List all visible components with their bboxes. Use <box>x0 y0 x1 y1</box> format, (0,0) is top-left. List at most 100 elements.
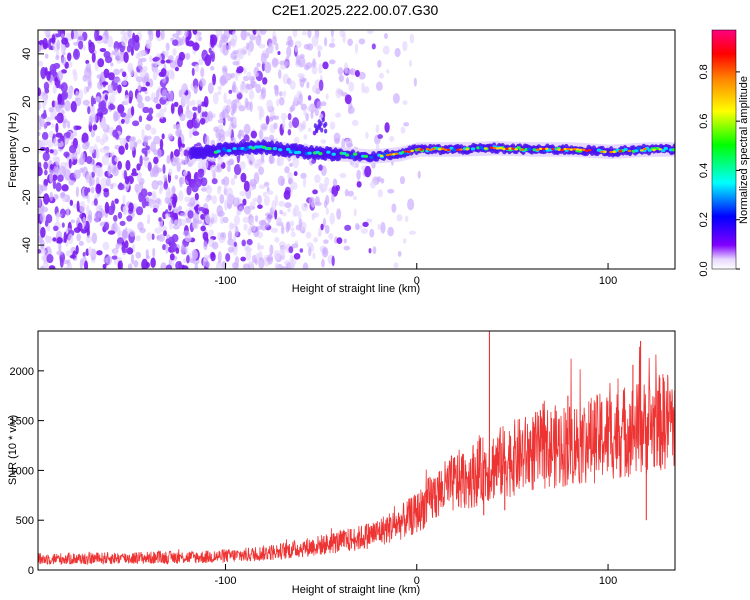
spectrogram-noise-blob <box>230 72 236 79</box>
spectrogram-noise-blob <box>114 48 120 59</box>
spectrogram-noise-blob <box>266 190 274 196</box>
snr-x-tick-label: 0 <box>414 575 420 587</box>
spectrogram-noise-blob <box>186 254 190 264</box>
spectrogram-noise-blob <box>144 151 148 157</box>
spectrogram-noise-blob <box>313 237 319 243</box>
spectrogram-noise-blob <box>172 39 179 47</box>
spectrogram-noise-blob <box>347 106 355 114</box>
spectrogram-noise-blob <box>56 250 64 256</box>
spectrogram-noise-blob <box>290 231 296 238</box>
spectrogram-noise-blob <box>198 207 206 212</box>
spectrogram-noise-blob <box>328 42 336 48</box>
spectrogram-noise-blob <box>55 122 59 133</box>
spectrogram-noise-blob <box>320 223 324 231</box>
signal-hot <box>541 147 546 151</box>
spectrogram-noise-blob <box>291 263 296 268</box>
spectrogram-noise-blob <box>192 131 200 136</box>
spectrogram-noise-blob <box>246 238 253 246</box>
spectrogram-noise-blob <box>91 52 96 63</box>
spectrogram-noise-blob <box>103 188 109 193</box>
spectrogram-noise-blob <box>57 174 64 183</box>
spectrogram-noise-blob <box>300 172 307 179</box>
spectrogram-noise-blob <box>112 166 119 177</box>
spectrogram-noise-blob <box>100 177 108 189</box>
spectrogram-noise-blob <box>243 134 250 143</box>
spectrogram-noise-blob <box>225 104 231 114</box>
spectrogram-noise-blob <box>44 235 52 242</box>
spectrogram-noise-blob <box>231 33 238 44</box>
spectrogram-noise-blob <box>253 163 260 169</box>
signal-hot <box>407 150 411 154</box>
spectrogram-y-tick-label: -40 <box>21 237 33 253</box>
snr-series-line <box>38 346 675 566</box>
spectrogram-noise-blob <box>311 85 317 93</box>
signal-mid <box>636 146 642 151</box>
snr-x-label: Height of straight line (km) <box>292 584 420 596</box>
spectrogram-noise-blob <box>383 32 388 39</box>
spectrogram-noise-blob <box>336 237 343 244</box>
spectrogram-noise-blob <box>42 260 48 269</box>
spectrogram-noise-blob <box>94 211 100 224</box>
spectrogram-noise-blob <box>404 215 409 223</box>
spectrogram-noise-blob <box>108 104 116 111</box>
spectrogram-noise-blob <box>92 124 98 131</box>
spectrogram-noise-blob <box>155 89 160 100</box>
spectrogram-noise-blob <box>95 183 102 195</box>
spectrogram-noise-blob <box>63 151 70 158</box>
signal-hot <box>639 149 644 152</box>
spectrogram-noise-blob <box>258 43 266 49</box>
spectrogram-noise-blob <box>354 43 359 54</box>
spectrogram-noise-blob <box>258 129 264 141</box>
spectrogram-noise-blob <box>212 73 216 86</box>
spectrogram-noise-blob <box>169 253 175 261</box>
spectrogram-noise-blob <box>299 75 304 80</box>
spectrogram-noise-blob <box>393 262 399 269</box>
signal-hot <box>440 147 445 151</box>
spectrogram-noise-blob <box>142 106 150 114</box>
spectrogram-noise-blob <box>151 179 159 190</box>
spectrogram-noise-blob <box>151 233 155 240</box>
signal-hot <box>535 148 540 151</box>
spectrogram-noise-blob <box>276 98 280 107</box>
signal-hot <box>465 148 470 151</box>
signal-hot <box>496 147 500 150</box>
spectrogram-noise-blob <box>95 148 100 160</box>
spectrogram-noise-blob <box>244 87 249 94</box>
spectrogram-noise-blob <box>43 30 51 36</box>
spectrogram-noise-blob <box>241 239 246 247</box>
spectrogram-noise-blob <box>66 52 72 62</box>
spectrogram-noise-blob <box>82 99 90 106</box>
spectrogram-noise-blob <box>291 117 300 129</box>
spectrogram-noise-blob <box>137 50 145 58</box>
signal-hot <box>572 148 577 151</box>
spectrogram-noise-blob <box>211 241 219 250</box>
spectrogram-noise-blob <box>283 90 287 98</box>
spectrogram-noise-blob <box>112 110 119 122</box>
spectrogram-noise-blob <box>324 224 330 235</box>
spectrogram-noise-blob <box>207 82 214 94</box>
spectrogram-noise-blob <box>155 197 161 205</box>
spectrogram-noise-blob <box>339 30 345 38</box>
spectrogram-noise-blob <box>101 107 109 115</box>
spectrogram-noise-blob <box>286 46 292 58</box>
spectrogram-noise-blob <box>124 176 130 185</box>
spectrogram-noise-blob <box>184 196 191 203</box>
signal-hot <box>584 149 589 153</box>
spectrogram-noise-blob <box>52 174 58 181</box>
spectrogram-noise-blob <box>293 252 301 260</box>
spectrogram-noise-blob <box>273 250 281 261</box>
spectrogram-noise-blob <box>396 214 403 222</box>
spectrogram-noise-blob <box>219 193 225 205</box>
spectrogram-noise-blob <box>217 85 223 91</box>
spectrogram-noise-blob <box>49 191 54 202</box>
spectrogram-noise-blob <box>260 88 265 94</box>
spectrogram-noise-blob <box>153 135 161 145</box>
spectrogram-noise-blob <box>162 164 166 174</box>
colorbar-label: Normalized spectral amplitude <box>738 76 750 224</box>
signal-mid <box>660 148 666 153</box>
spectrogram-y-tick-label: 0 <box>21 146 33 152</box>
spectrogram-noise-blob <box>227 230 233 241</box>
spectrogram-noise-blob <box>240 172 247 183</box>
spectrogram-noise-blob <box>133 34 140 43</box>
snr-line-layer <box>38 331 675 566</box>
